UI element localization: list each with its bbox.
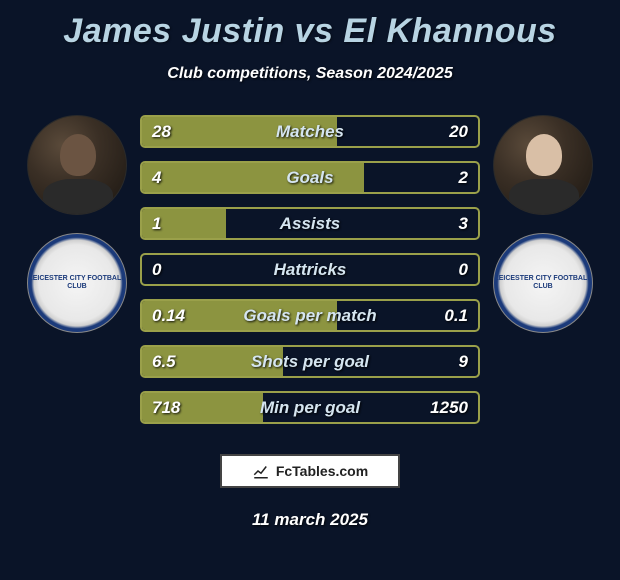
player-left-club-badge: LEICESTER CITY FOOTBALL CLUB [27, 233, 127, 333]
date-label: 11 march 2025 [10, 510, 610, 530]
stat-label: Hattricks [202, 260, 418, 280]
stat-value-right: 9 [418, 352, 478, 372]
stat-value-left: 6.5 [142, 352, 202, 372]
stat-value-right: 1250 [418, 398, 478, 418]
attribution-text: FcTables.com [276, 463, 368, 479]
stat-bar: 28Matches20 [140, 115, 480, 148]
chart-icon [252, 462, 270, 480]
stat-bar: 0.14Goals per match0.1 [140, 299, 480, 332]
stat-value-left: 4 [142, 168, 202, 188]
stat-bar: 1Assists3 [140, 207, 480, 240]
page-title: James Justin vs El Khannous [10, 12, 610, 51]
player-left-avatar [27, 115, 127, 215]
stat-bar: 718Min per goal1250 [140, 391, 480, 424]
stat-value-left: 1 [142, 214, 202, 234]
left-player-column: LEICESTER CITY FOOTBALL CLUB [22, 109, 132, 333]
stat-value-left: 718 [142, 398, 202, 418]
stat-value-right: 20 [418, 122, 478, 142]
stat-label: Goals per match [202, 306, 418, 326]
stat-label: Min per goal [202, 398, 418, 418]
stat-label: Shots per goal [202, 352, 418, 372]
attribution-badge[interactable]: FcTables.com [220, 454, 400, 488]
right-player-column: LEICESTER CITY FOOTBALL CLUB [488, 109, 598, 333]
player-right-club-badge: LEICESTER CITY FOOTBALL CLUB [493, 233, 593, 333]
stat-bar: 0Hattricks0 [140, 253, 480, 286]
stat-bar: 4Goals2 [140, 161, 480, 194]
stat-label: Matches [202, 122, 418, 142]
main-row: LEICESTER CITY FOOTBALL CLUB 28Matches20… [10, 109, 610, 430]
stat-value-right: 0 [418, 260, 478, 280]
stat-value-left: 0.14 [142, 306, 202, 326]
stat-bar: 6.5Shots per goal9 [140, 345, 480, 378]
stat-value-right: 0.1 [418, 306, 478, 326]
subtitle: Club competitions, Season 2024/2025 [10, 65, 610, 83]
stat-value-right: 3 [418, 214, 478, 234]
stat-label: Assists [202, 214, 418, 234]
stat-label: Goals [202, 168, 418, 188]
stats-column: 28Matches204Goals21Assists30Hattricks00.… [140, 109, 480, 430]
stat-value-left: 0 [142, 260, 202, 280]
stat-value-right: 2 [418, 168, 478, 188]
player-right-avatar [493, 115, 593, 215]
comparison-card: James Justin vs El Khannous Club competi… [0, 0, 620, 542]
stat-value-left: 28 [142, 122, 202, 142]
